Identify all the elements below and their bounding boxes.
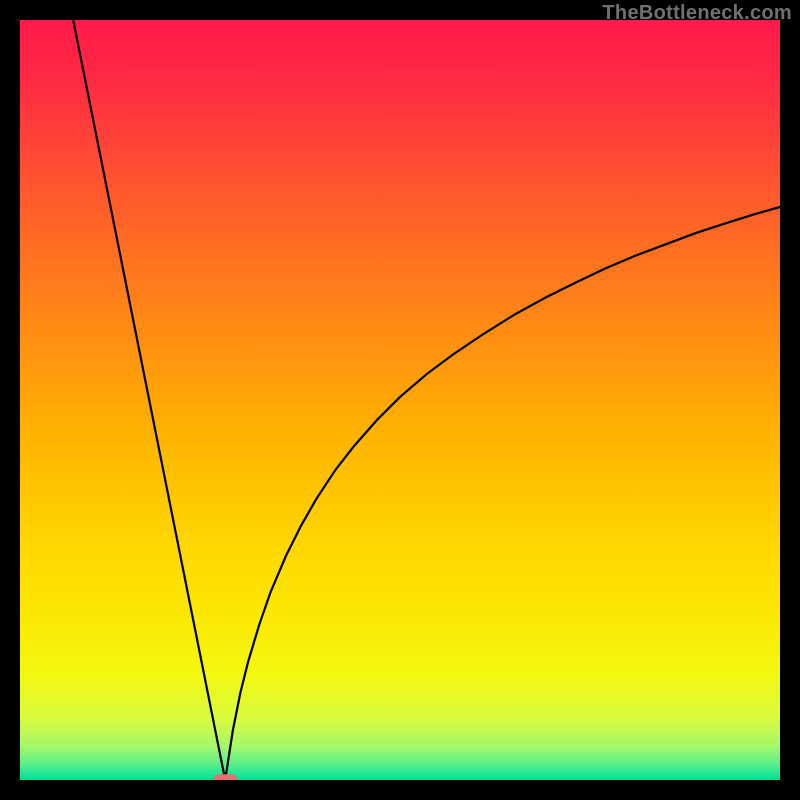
figure-container: TheBottleneck.com [0,0,800,800]
bottleneck-chart [20,20,780,780]
plot-area [20,20,780,780]
gradient-background [20,20,780,780]
vertex-marker [213,774,237,780]
